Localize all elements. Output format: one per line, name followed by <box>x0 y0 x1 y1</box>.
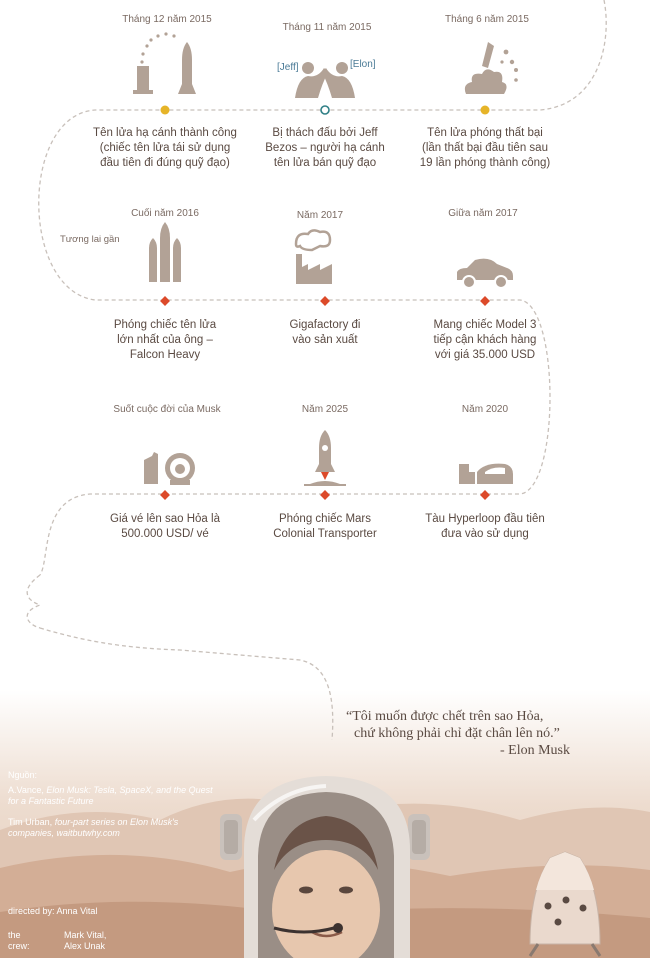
marker-late-2016 <box>160 296 170 306</box>
date-2025: Năm 2025 <box>301 404 349 415</box>
quote-line-2: chứ không phải chỉ đặt chân lên nó.” <box>354 726 560 741</box>
car-icon <box>457 258 513 289</box>
dragon-capsule-illustration <box>528 851 602 957</box>
arm-wrestling-icon <box>295 62 355 98</box>
crew-label: the crew: <box>8 930 30 951</box>
marker-2017 <box>320 296 330 306</box>
caption-jun-2015: Tên lửa phóng thất bại (lần thất bại đầu … <box>419 127 551 169</box>
marker-dec-2015 <box>160 105 170 115</box>
date-2020: Năm 2020 <box>461 404 509 415</box>
date-mid-2017: Giữa năm 2017 <box>448 208 518 219</box>
date-dec-2015: Tháng 12 năm 2015 <box>122 14 212 25</box>
caption-mid-2017: Mang chiếc Model 3 tiếp cận khách hàng với… <box>433 319 537 361</box>
date-lifetime: Suốt cuộc đời của Musk <box>113 404 221 415</box>
astronaut-illustration <box>220 776 430 958</box>
marker-nov-2015 <box>320 105 330 115</box>
quote-author: - Elon Musk <box>500 743 570 758</box>
marker-jun-2015 <box>480 105 490 115</box>
marker-mid-2017 <box>480 296 490 306</box>
mars-launch-icon <box>304 430 346 486</box>
caption-dec-2015: Tên lửa hạ cánh thành công (chiếc tên lửa… <box>93 127 237 169</box>
date-nov-2015: Tháng 11 năm 2015 <box>282 22 372 33</box>
source-1: A.Vance, Elon Musk: Tesla, SpaceX, and t… <box>8 785 213 806</box>
marker-lifetime <box>160 490 170 500</box>
caption-2017: Gigafactory đi vào sản xuất <box>289 319 361 346</box>
mars-ticket-icon <box>144 452 195 485</box>
directed-by: directed by: Anna Vital <box>8 906 98 916</box>
date-late-2016: Cuối năm 2016 <box>131 208 199 219</box>
date-jun-2015: Tháng 6 năm 2015 <box>445 14 529 25</box>
quote-line-1: “Tôi muốn được chết trên sao Hỏa, <box>346 709 544 724</box>
marker-2025 <box>320 490 330 500</box>
caption-late-2016: Phóng chiếc tên lửa lớn nhất của ông – Fal… <box>113 319 217 361</box>
jeff-label: [Jeff] <box>277 62 299 73</box>
rocket-landing-icon <box>133 32 196 94</box>
near-future-label: Tương lai gần <box>60 234 120 245</box>
falcon-heavy-icon <box>149 222 181 282</box>
caption-2025: Phóng chiếc Mars Colonial Transporter <box>273 513 377 540</box>
hyperloop-icon <box>459 463 513 484</box>
caption-2020: Tàu Hyperloop đầu tiên đưa vào sử dụng <box>425 513 545 540</box>
date-2017: Năm 2017 <box>296 210 344 221</box>
marker-2020 <box>480 490 490 500</box>
crew-names: Mark Vital, Alex Unak <box>64 930 107 951</box>
sources-label: Nguồn: <box>8 770 38 780</box>
rocket-explosion-icon <box>464 42 518 94</box>
caption-lifetime: Giá vé lên sao Hỏa là 500.000 USD/ vé <box>110 513 220 540</box>
source-2: Tim Urban, four-part series on Elon Musk… <box>8 817 179 838</box>
sources-block: Nguồn: A.Vance, Elon Musk: Tesla, SpaceX… <box>8 770 223 839</box>
factory-icon <box>294 229 332 284</box>
caption-nov-2015: Bị thách đấu bởi Jeff Bezos – người hạ cá… <box>265 127 385 169</box>
elon-label: [Elon] <box>350 59 376 70</box>
